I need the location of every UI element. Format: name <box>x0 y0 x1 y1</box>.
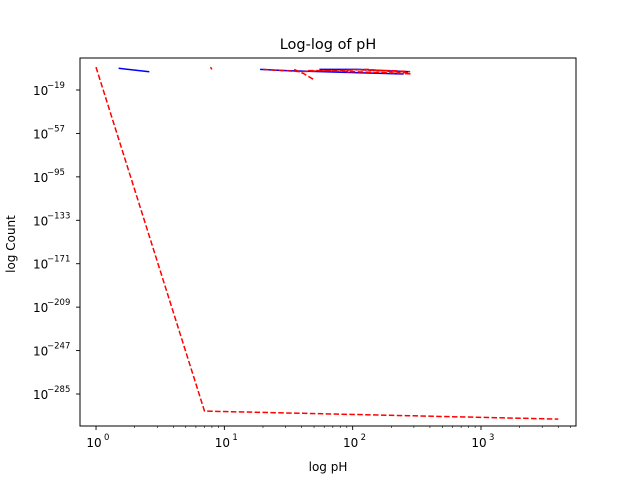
x-tick-exponent-0: 0 <box>104 433 109 443</box>
series-1-line-3 <box>293 68 315 81</box>
y-tick-label-4: 10 <box>33 258 48 272</box>
chart-title: Log-log of pH <box>280 37 377 53</box>
y-tick-exponent-2: −95 <box>47 168 65 178</box>
y-axis-label: log Count <box>4 215 18 273</box>
x-tick-exponent-3: 3 <box>489 433 494 443</box>
x-tick-label-1: 10 <box>215 436 230 450</box>
y-tick-exponent-3: −133 <box>47 211 70 221</box>
y-tick-exponent-7: −285 <box>47 385 70 395</box>
y-tick-label-1: 10 <box>33 127 48 141</box>
x-axis-label: log pH <box>309 460 348 474</box>
x-tick-exponent-2: 2 <box>361 433 366 443</box>
series-1-line-1 <box>209 66 213 70</box>
y-tick-label-2: 10 <box>33 171 48 185</box>
series-1-line-2 <box>262 68 413 75</box>
y-tick-label-3: 10 <box>33 214 48 228</box>
x-tick-exponent-1: 1 <box>232 433 237 443</box>
y-tick-exponent-4: −171 <box>47 255 70 265</box>
y-tick-exponent-0: −19 <box>47 81 65 91</box>
series-1-line-6 <box>308 68 409 74</box>
y-tick-label-7: 10 <box>33 388 48 402</box>
x-tick-label-3: 10 <box>471 436 486 450</box>
y-tick-label-0: 10 <box>33 84 48 98</box>
series-1-line-0 <box>95 66 559 420</box>
x-tick-label-0: 10 <box>86 436 101 450</box>
series-0-line-1 <box>260 68 404 75</box>
y-tick-exponent-6: −247 <box>47 342 70 352</box>
y-tick-label-6: 10 <box>33 345 48 359</box>
y-tick-exponent-1: −57 <box>47 124 65 134</box>
y-tick-exponent-5: −209 <box>47 298 70 308</box>
series-0-line-0 <box>118 67 150 73</box>
x-tick-label-2: 10 <box>343 436 358 450</box>
series-1-line-4 <box>346 69 349 74</box>
axes-frame <box>79 57 577 427</box>
y-tick-label-5: 10 <box>33 301 48 315</box>
